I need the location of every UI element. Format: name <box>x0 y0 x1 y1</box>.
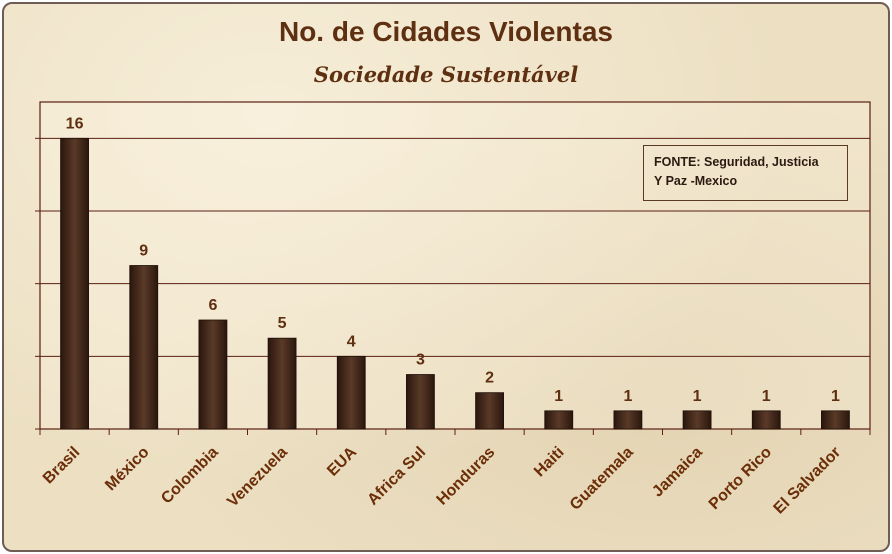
category-label: Colombia <box>158 444 222 508</box>
bar-value-label: 4 <box>347 333 356 350</box>
category-label: EUA <box>324 443 360 479</box>
bar-value-label: 3 <box>416 352 425 369</box>
bar-value-label: 1 <box>762 388 771 405</box>
bar <box>544 410 574 430</box>
bar <box>129 265 159 430</box>
bar-value-label: 1 <box>831 388 840 405</box>
bar <box>336 355 366 430</box>
bar-value-label: 9 <box>139 243 148 260</box>
plot-area <box>39 101 871 430</box>
bar-chart: 16 9 6 5 4 3 2 1 1 1 1 1 Brasil México Colombia Venezu… <box>35 101 871 517</box>
bar <box>682 410 712 430</box>
category-label: México <box>102 444 153 495</box>
bar-value-label: 1 <box>554 388 563 405</box>
bar <box>751 410 781 430</box>
value-labels: 16 9 6 5 4 3 2 1 1 1 1 1 <box>66 115 840 405</box>
category-label: Jamaica <box>649 444 706 501</box>
bar-value-label: 1 <box>693 388 702 405</box>
category-label: Guatemala <box>567 444 637 514</box>
bar <box>406 374 435 430</box>
bar-value-label: 2 <box>485 370 494 387</box>
bar <box>475 392 504 430</box>
category-label: Africa Sul <box>364 444 429 509</box>
category-label: El Salvador <box>771 444 845 518</box>
category-label: Honduras <box>434 444 499 509</box>
source-line-1: FONTE: Seguridad, Justicia <box>654 155 819 169</box>
bars <box>60 137 850 430</box>
bar-value-label: 5 <box>278 315 287 332</box>
bar <box>198 319 228 430</box>
chart-title: No. de Cidades Violentas <box>278 16 614 47</box>
category-label: Venezuela <box>224 444 291 511</box>
bar <box>613 410 643 430</box>
category-label: Porto Rico <box>706 444 775 513</box>
bar <box>267 337 297 430</box>
source-annotation: FONTE: Seguridad, Justicia Y Paz -Mexico <box>643 145 848 201</box>
source-line-2: Y Paz -Mexico <box>654 174 738 188</box>
bar-value-label: 16 <box>66 115 84 132</box>
bar-value-label: 6 <box>208 297 217 314</box>
bar-value-label: 1 <box>623 388 632 405</box>
bar <box>60 137 89 430</box>
bar <box>821 410 850 430</box>
category-label: Haiti <box>531 444 568 481</box>
grid-lines <box>35 137 871 435</box>
chart-subtitle: Sociedade Sustentável <box>313 62 579 87</box>
category-label: Brasil <box>40 444 83 487</box>
plot-border <box>39 101 871 430</box>
category-labels: Brasil México Colombia Venezuela EUA Africa S… <box>40 443 844 517</box>
